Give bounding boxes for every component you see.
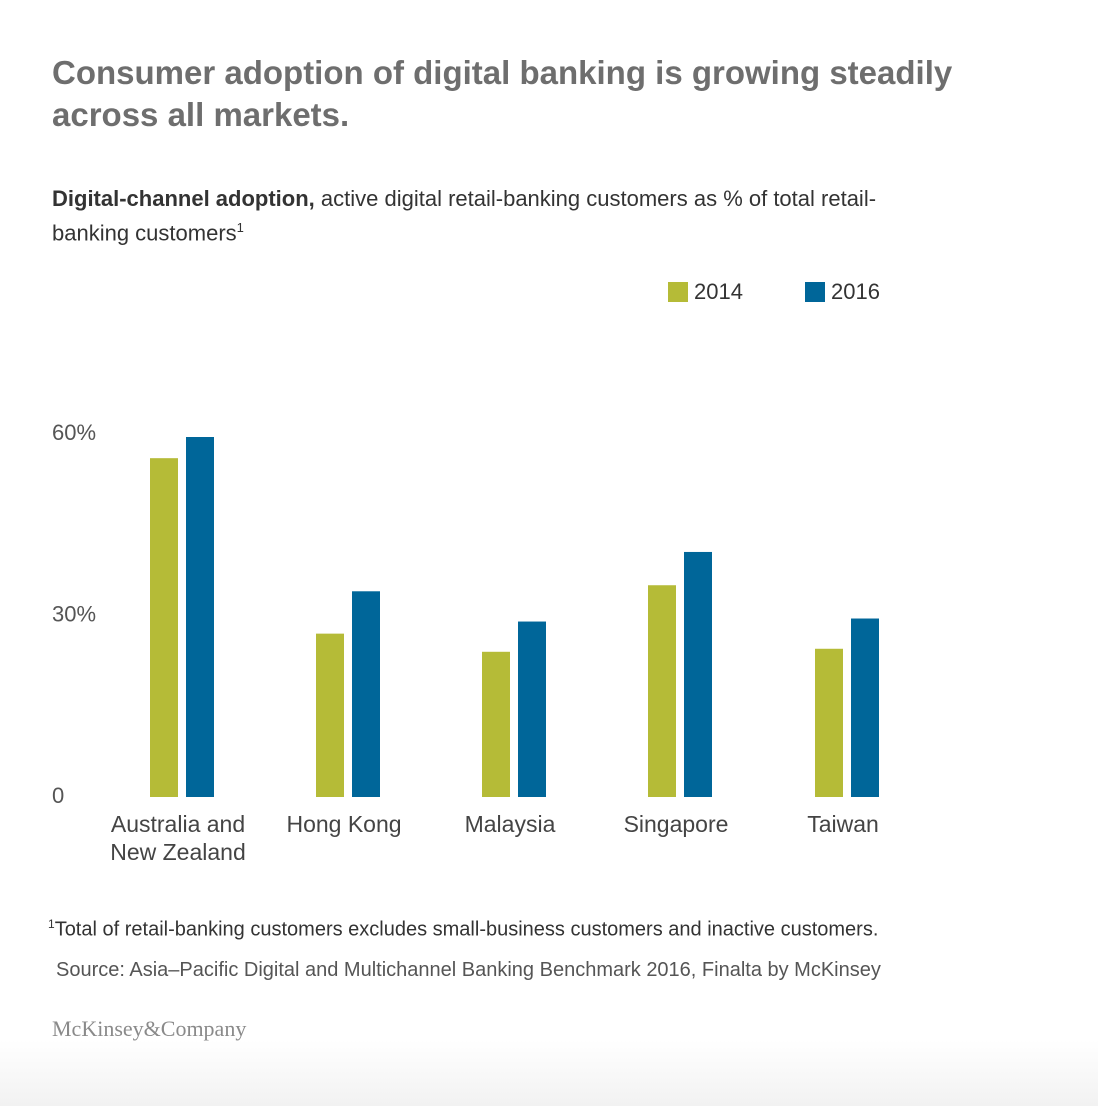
x-tick-label: Australia and <box>111 811 245 837</box>
x-tick-label: Hong Kong <box>286 811 401 837</box>
chart-headline: Consumer adoption of digital banking is … <box>52 54 953 133</box>
bar-2016 <box>352 591 380 797</box>
bar-2014 <box>482 651 510 797</box>
footnote: 1Total of retail-banking customers exclu… <box>48 917 1088 942</box>
bar-2016 <box>684 551 712 797</box>
legend-swatch-2016 <box>805 282 825 302</box>
legend-swatch-2014 <box>668 282 688 302</box>
subtitle-text: active digital retail-banking customers … <box>52 186 877 246</box>
y-tick-label: 30% <box>52 601 96 626</box>
legend-label-2014: 2014 <box>694 279 743 304</box>
chart-subtitle: Digital-channel adoption, active digital… <box>52 184 952 247</box>
bar-2014 <box>316 633 344 797</box>
bar-2016 <box>851 618 879 797</box>
bar-2014 <box>648 585 676 797</box>
legend-item-2014: 2014 <box>668 279 743 305</box>
subtitle-footnote-marker: 1 <box>236 220 244 235</box>
bar-2014 <box>815 648 843 797</box>
x-tick-label: New Zealand <box>110 839 246 865</box>
x-tick-label: Taiwan <box>807 811 879 837</box>
x-tick-label: Malaysia <box>465 811 556 837</box>
y-tick-label: 0 <box>52 783 64 808</box>
footnote-marker: 1 <box>48 917 55 931</box>
legend-item-2016: 2016 <box>805 279 880 305</box>
y-tick-label: 60% <box>52 420 96 445</box>
brand-logo: McKinsey&Company <box>52 1016 247 1041</box>
source-note: Source: Asia–Pacific Digital and Multich… <box>56 959 881 981</box>
legend-label-2016: 2016 <box>831 279 880 304</box>
x-tick-label: Singapore <box>624 811 729 837</box>
bar-2014 <box>150 458 178 797</box>
bar-2016 <box>186 437 214 797</box>
bar-2016 <box>518 621 546 797</box>
footnote-text: Total of retail-banking customers exclud… <box>54 918 879 941</box>
subtitle-bold: Digital-channel adoption, <box>52 186 315 211</box>
